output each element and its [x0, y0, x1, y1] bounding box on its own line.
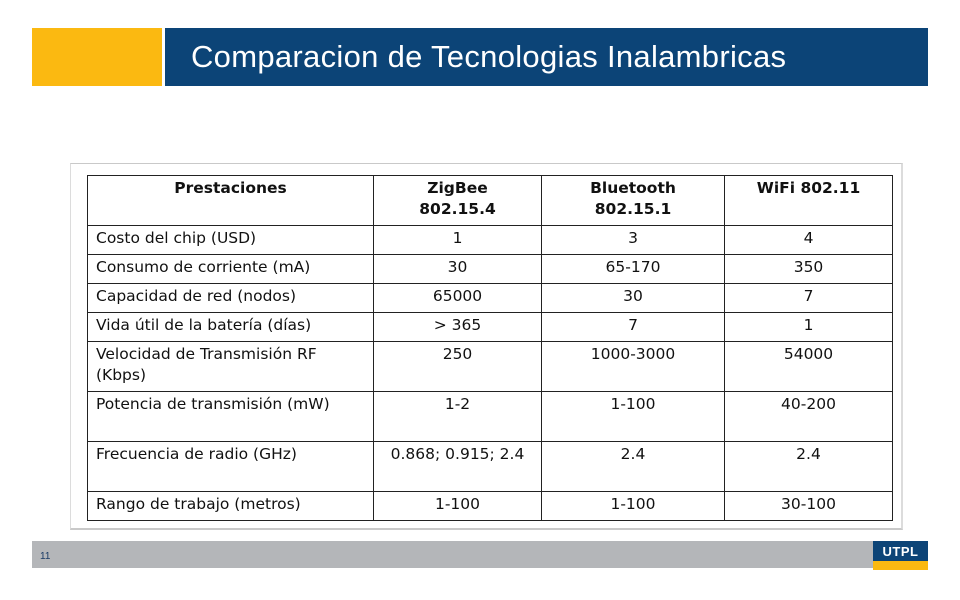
- utpl-logo: UTPL: [873, 541, 928, 570]
- cell-wifi: 2.4: [724, 441, 893, 492]
- logo-text: UTPL: [873, 541, 928, 561]
- cell-zigbee: 250: [373, 341, 542, 392]
- cell-wifi: 54000: [724, 341, 893, 392]
- cell-bluetooth: 1000-3000: [541, 341, 725, 392]
- table-row: Potencia de transmisión (mW) 1-2 1-100 4…: [87, 391, 893, 442]
- table-row: Capacidad de red (nodos) 65000 30 7: [87, 283, 893, 313]
- cell-zigbee: 65000: [373, 283, 542, 313]
- cell-wifi: 4: [724, 225, 893, 255]
- cell-zigbee: > 365: [373, 312, 542, 342]
- table-frame: Prestaciones ZigBee 802.15.4 Bluetooth 8…: [70, 163, 903, 530]
- header-zigbee: ZigBee 802.15.4: [373, 175, 542, 226]
- cell-wifi: 7: [724, 283, 893, 313]
- row-label: Capacidad de red (nodos): [87, 283, 374, 313]
- header-wifi: WiFi 802.11: [724, 175, 893, 226]
- header-zigbee-text: ZigBee 802.15.4: [419, 179, 496, 218]
- cell-wifi: 40-200: [724, 391, 893, 442]
- row-label: Vida útil de la batería (días): [87, 312, 374, 342]
- row-label: Frecuencia de radio (GHz): [87, 441, 374, 492]
- table-row: Frecuencia de radio (GHz) 0.868; 0.915; …: [87, 441, 893, 492]
- cell-bluetooth: 2.4: [541, 441, 725, 492]
- row-label: Costo del chip (USD): [87, 225, 374, 255]
- cell-bluetooth: 1-100: [541, 491, 725, 521]
- accent-block: [32, 28, 162, 86]
- cell-wifi: 1: [724, 312, 893, 342]
- footer-bar: [32, 541, 928, 568]
- logo-stripe: [873, 561, 928, 570]
- cell-bluetooth: 65-170: [541, 254, 725, 284]
- cell-wifi: 350: [724, 254, 893, 284]
- cell-bluetooth: 3: [541, 225, 725, 255]
- row-label: Rango de trabajo (metros): [87, 491, 374, 521]
- cell-zigbee: 1-100: [373, 491, 542, 521]
- comparison-table: Prestaciones ZigBee 802.15.4 Bluetooth 8…: [87, 175, 893, 521]
- cell-zigbee: 1-2: [373, 391, 542, 442]
- cell-wifi: 30-100: [724, 491, 893, 521]
- row-label: Velocidad de Transmisión RF (Kbps): [87, 341, 374, 392]
- header-bluetooth-text: Bluetooth 802.15.1: [590, 179, 676, 218]
- page-number: 11: [40, 551, 51, 562]
- row-label: Consumo de corriente (mA): [87, 254, 374, 284]
- cell-zigbee: 30: [373, 254, 542, 284]
- table-header-row: Prestaciones ZigBee 802.15.4 Bluetooth 8…: [87, 175, 893, 226]
- slide-title: Comparacion de Tecnologias Inalambricas: [191, 39, 787, 74]
- cell-bluetooth: 30: [541, 283, 725, 313]
- title-bar: Comparacion de Tecnologias Inalambricas: [165, 28, 928, 86]
- table-row: Costo del chip (USD) 1 3 4: [87, 225, 893, 255]
- header-bluetooth: Bluetooth 802.15.1: [541, 175, 725, 226]
- table-row: Rango de trabajo (metros) 1-100 1-100 30…: [87, 491, 893, 521]
- cell-bluetooth: 1-100: [541, 391, 725, 442]
- table-row: Velocidad de Transmisión RF (Kbps) 250 1…: [87, 341, 893, 392]
- cell-zigbee: 1: [373, 225, 542, 255]
- cell-bluetooth: 7: [541, 312, 725, 342]
- cell-zigbee: 0.868; 0.915; 2.4: [373, 441, 542, 492]
- table-row: Consumo de corriente (mA) 30 65-170 350: [87, 254, 893, 284]
- table-row: Vida útil de la batería (días) > 365 7 1: [87, 312, 893, 342]
- header-prestaciones: Prestaciones: [87, 175, 374, 226]
- row-label: Potencia de transmisión (mW): [87, 391, 374, 442]
